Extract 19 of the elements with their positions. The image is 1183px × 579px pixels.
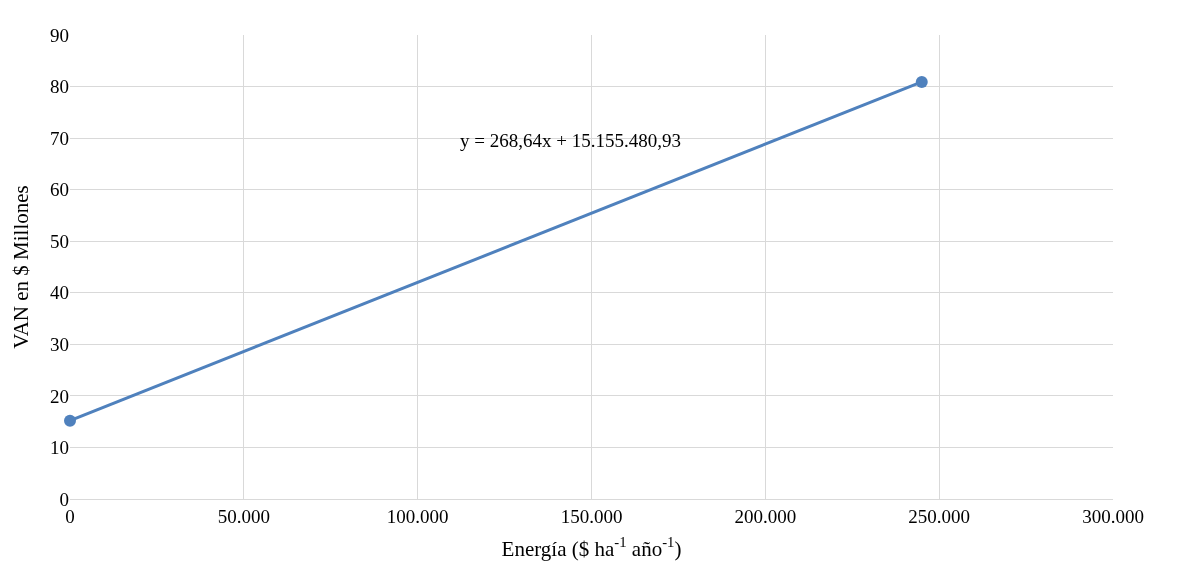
y-tick-label: 70: [50, 127, 69, 149]
y-tick-label: 50: [50, 230, 69, 252]
y-tick-label: 60: [50, 179, 69, 201]
x-tick-label: 300.000: [1082, 505, 1144, 527]
x-tick-label: 250.000: [908, 505, 971, 527]
y-axis-title: VAN en $ Millones: [9, 185, 34, 349]
x-axis-title: Energía ($ ha$^{-1}$ año$^{-1}$): [501, 534, 682, 561]
x-tick-label: 100.000: [386, 505, 449, 527]
y-tick-label: 10: [50, 437, 69, 459]
x-tick-label: 50.000: [217, 505, 270, 527]
y-tick-label: 90: [50, 24, 69, 46]
y-tick-label: 30: [50, 333, 69, 355]
y-tick-label: 0: [59, 488, 69, 510]
annotation: y = 268,64x + 15.155.480,93: [460, 130, 681, 151]
y-tick-label: 40: [50, 282, 69, 304]
y-tick-label: 80: [50, 76, 69, 98]
x-tick-label: 200.000: [734, 505, 797, 527]
y-tick-label: 20: [50, 385, 69, 407]
x-tick-label: 150.000: [560, 505, 623, 527]
